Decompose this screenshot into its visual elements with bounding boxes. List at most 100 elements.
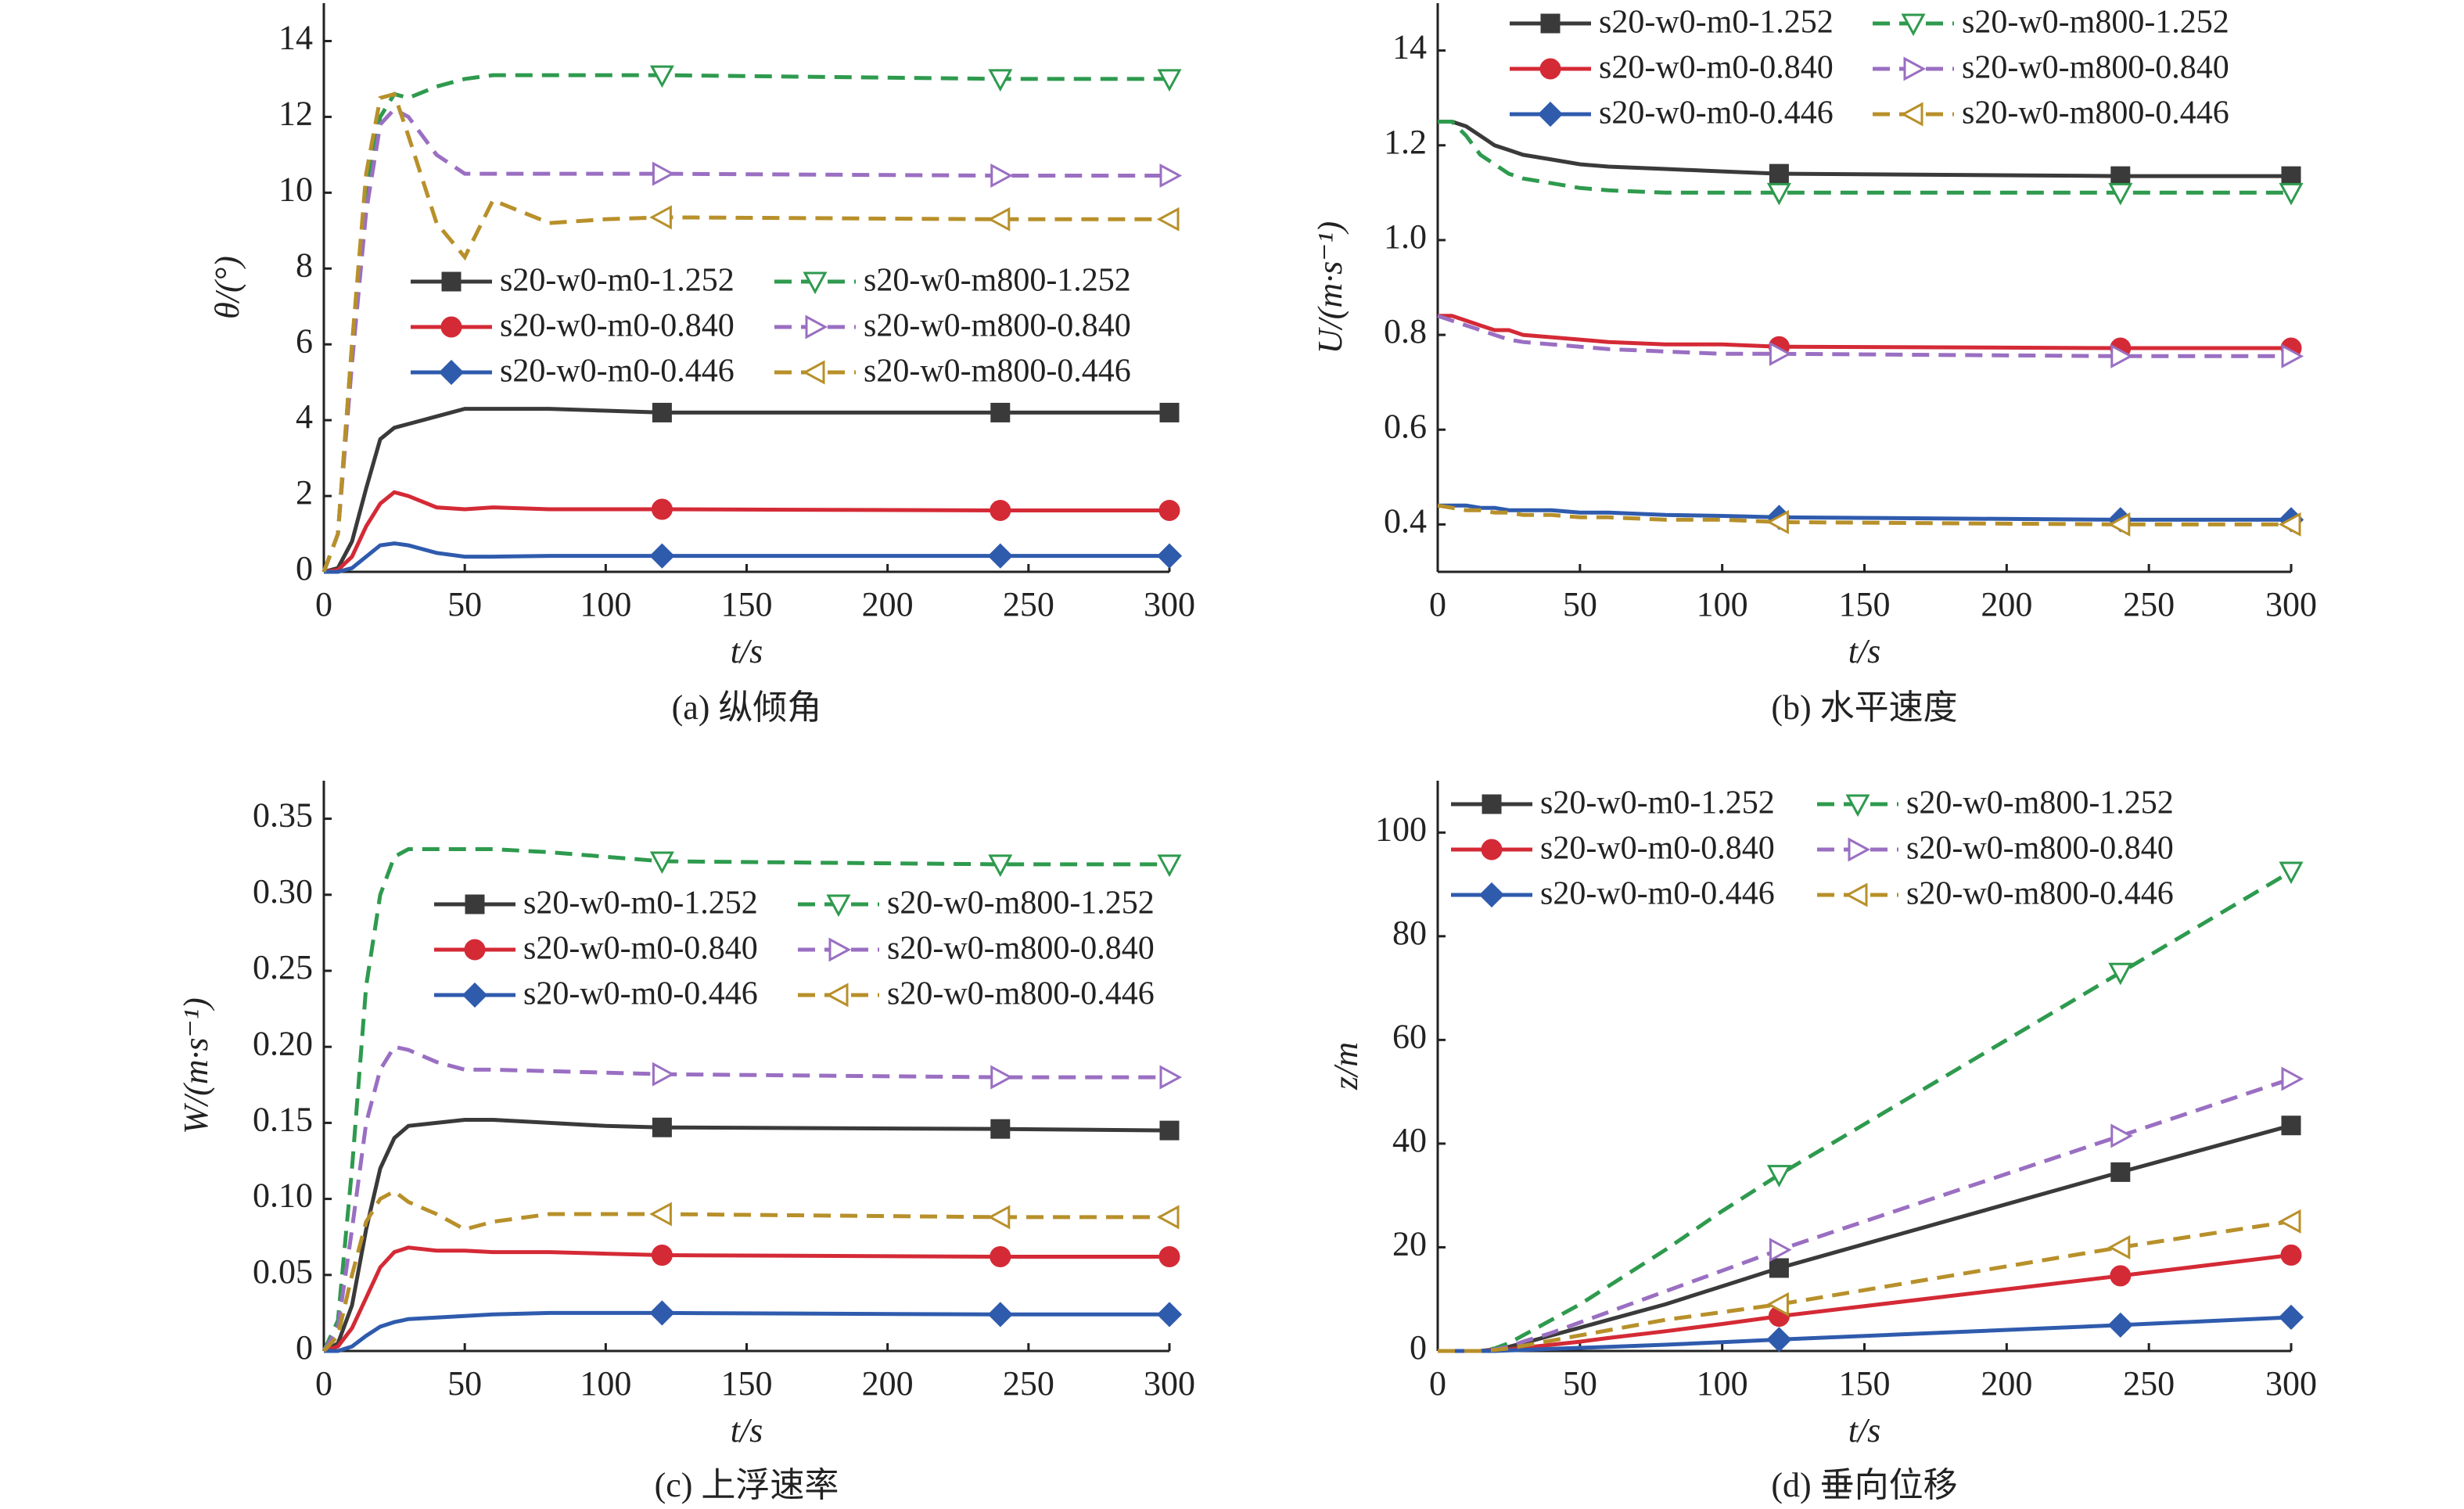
x-axis-label: t/s — [731, 632, 763, 670]
y-tick-label: 60 — [1392, 1017, 1427, 1055]
x-tick-label: 0 — [315, 1364, 332, 1403]
marker — [988, 854, 1013, 878]
y-tick-label: 1.0 — [1384, 217, 1427, 256]
marker — [652, 402, 672, 422]
y-tick-label: 10 — [278, 170, 313, 208]
legend-marker — [1539, 58, 1561, 80]
legend-marker — [826, 894, 851, 918]
marker — [1766, 1165, 1791, 1187]
marker — [990, 1119, 1011, 1139]
y-tick-label: 0.05 — [253, 1252, 313, 1291]
legend-marker — [1540, 13, 1561, 34]
y-tick-label: 14 — [1392, 28, 1427, 66]
marker — [649, 851, 674, 875]
series-line — [323, 1245, 1169, 1353]
x-tick-label: 0 — [1429, 1364, 1446, 1403]
marker — [1158, 1245, 1180, 1267]
marker — [987, 207, 1011, 232]
legend-label: s20-w0-m0-1.252 — [523, 886, 758, 922]
subplot: 0 2 4 6 8 10 12 14 0 50 100 150 200 250 300 t/s θ/(°) (a)… — [208, 3, 1195, 727]
y-tick-label: 8 — [296, 246, 313, 284]
marker — [990, 499, 1011, 521]
x-axis-label: t/s — [1848, 632, 1881, 670]
legend-label: s20-w0-m800-1.252 — [887, 886, 1155, 922]
marker — [2107, 1312, 2133, 1338]
series-line — [322, 1188, 1169, 1353]
y-axis-label: θ/(°) — [208, 256, 246, 319]
marker — [1766, 509, 1789, 534]
x-tick-label: 50 — [447, 1364, 482, 1403]
series-line — [321, 847, 1169, 1353]
x-tick-label: 300 — [2265, 585, 2317, 623]
marker — [2110, 1162, 2131, 1182]
x-tick-label: 100 — [1697, 1364, 1748, 1403]
x-tick-label: 100 — [580, 1364, 631, 1403]
series-line — [321, 1044, 1169, 1353]
legend-label: s20-w0-m800-0.446 — [864, 354, 1131, 390]
marker — [652, 1117, 672, 1137]
y-tick-label: 0.6 — [1384, 407, 1427, 445]
legend-label: s20-w0-m0-1.252 — [500, 263, 735, 299]
marker — [1769, 1238, 1792, 1263]
y-tick-label: 12 — [278, 94, 313, 132]
marker — [2108, 962, 2133, 986]
marker — [2110, 1123, 2133, 1148]
legend-marker — [1845, 794, 1870, 817]
legend-label: s20-w0-m0-0.840 — [500, 308, 735, 344]
x-tick-label: 300 — [1144, 1364, 1195, 1403]
y-tick-label: 80 — [1392, 914, 1427, 952]
y-tick-label: 40 — [1392, 1121, 1427, 1159]
legend-marker — [464, 939, 486, 961]
legend-label: s20-w0-m800-0.840 — [864, 308, 1131, 344]
series-line — [322, 1118, 1170, 1353]
y-tick-label: 6 — [296, 322, 313, 360]
y-axis-label: U/(m·s⁻¹) — [1311, 221, 1349, 354]
legend-marker — [1482, 794, 1502, 814]
marker — [1156, 1205, 1180, 1230]
x-axis-label: t/s — [1848, 1411, 1881, 1450]
marker — [2110, 343, 2133, 368]
x-axis-label: t/s — [731, 1411, 763, 1450]
legend-marker — [802, 360, 825, 385]
legend-marker — [1900, 102, 1923, 127]
legend-marker — [805, 314, 828, 340]
legend-marker — [1901, 13, 1926, 37]
marker — [1766, 1292, 1789, 1317]
marker — [2280, 1244, 2302, 1266]
legend-marker — [828, 937, 852, 962]
x-tick-label: 50 — [1563, 585, 1597, 623]
marker — [990, 163, 1013, 189]
series-line — [1438, 1123, 2292, 1353]
legend-label: s20-w0-m800-0.446 — [1906, 876, 2174, 912]
marker — [1159, 1120, 1180, 1141]
legend-label: s20-w0-m800-0.446 — [887, 976, 1155, 1012]
marker — [2281, 166, 2301, 186]
y-tick-label: 4 — [296, 397, 313, 436]
legend-marker — [1848, 837, 1871, 862]
x-tick-label: 50 — [1563, 1364, 1597, 1403]
series-line — [1438, 120, 2291, 178]
y-tick-label: 20 — [1392, 1225, 1427, 1263]
marker — [1766, 182, 1791, 206]
legend-marker — [462, 982, 488, 1008]
series-line — [321, 92, 1169, 573]
x-tick-label: 200 — [1981, 585, 2032, 623]
legend-marker — [465, 894, 485, 914]
marker — [987, 1205, 1011, 1230]
marker — [2279, 861, 2304, 885]
marker — [649, 1300, 675, 1326]
series-line — [321, 106, 1169, 573]
x-tick-label: 250 — [2123, 585, 2175, 623]
series-line — [323, 490, 1169, 574]
caption: (d) 垂向位移 — [1771, 1466, 1957, 1504]
marker — [2278, 1209, 2301, 1234]
legend-label: s20-w0-m0-0.840 — [523, 931, 758, 967]
marker — [1156, 207, 1180, 232]
x-tick-label: 200 — [1981, 1364, 2032, 1403]
y-tick-label: 14 — [278, 19, 313, 57]
x-tick-label: 0 — [1429, 585, 1446, 623]
y-tick-label: 0.35 — [253, 796, 313, 835]
legend-label: s20-w0-m0-0.840 — [1540, 831, 1775, 867]
marker — [2279, 182, 2304, 206]
